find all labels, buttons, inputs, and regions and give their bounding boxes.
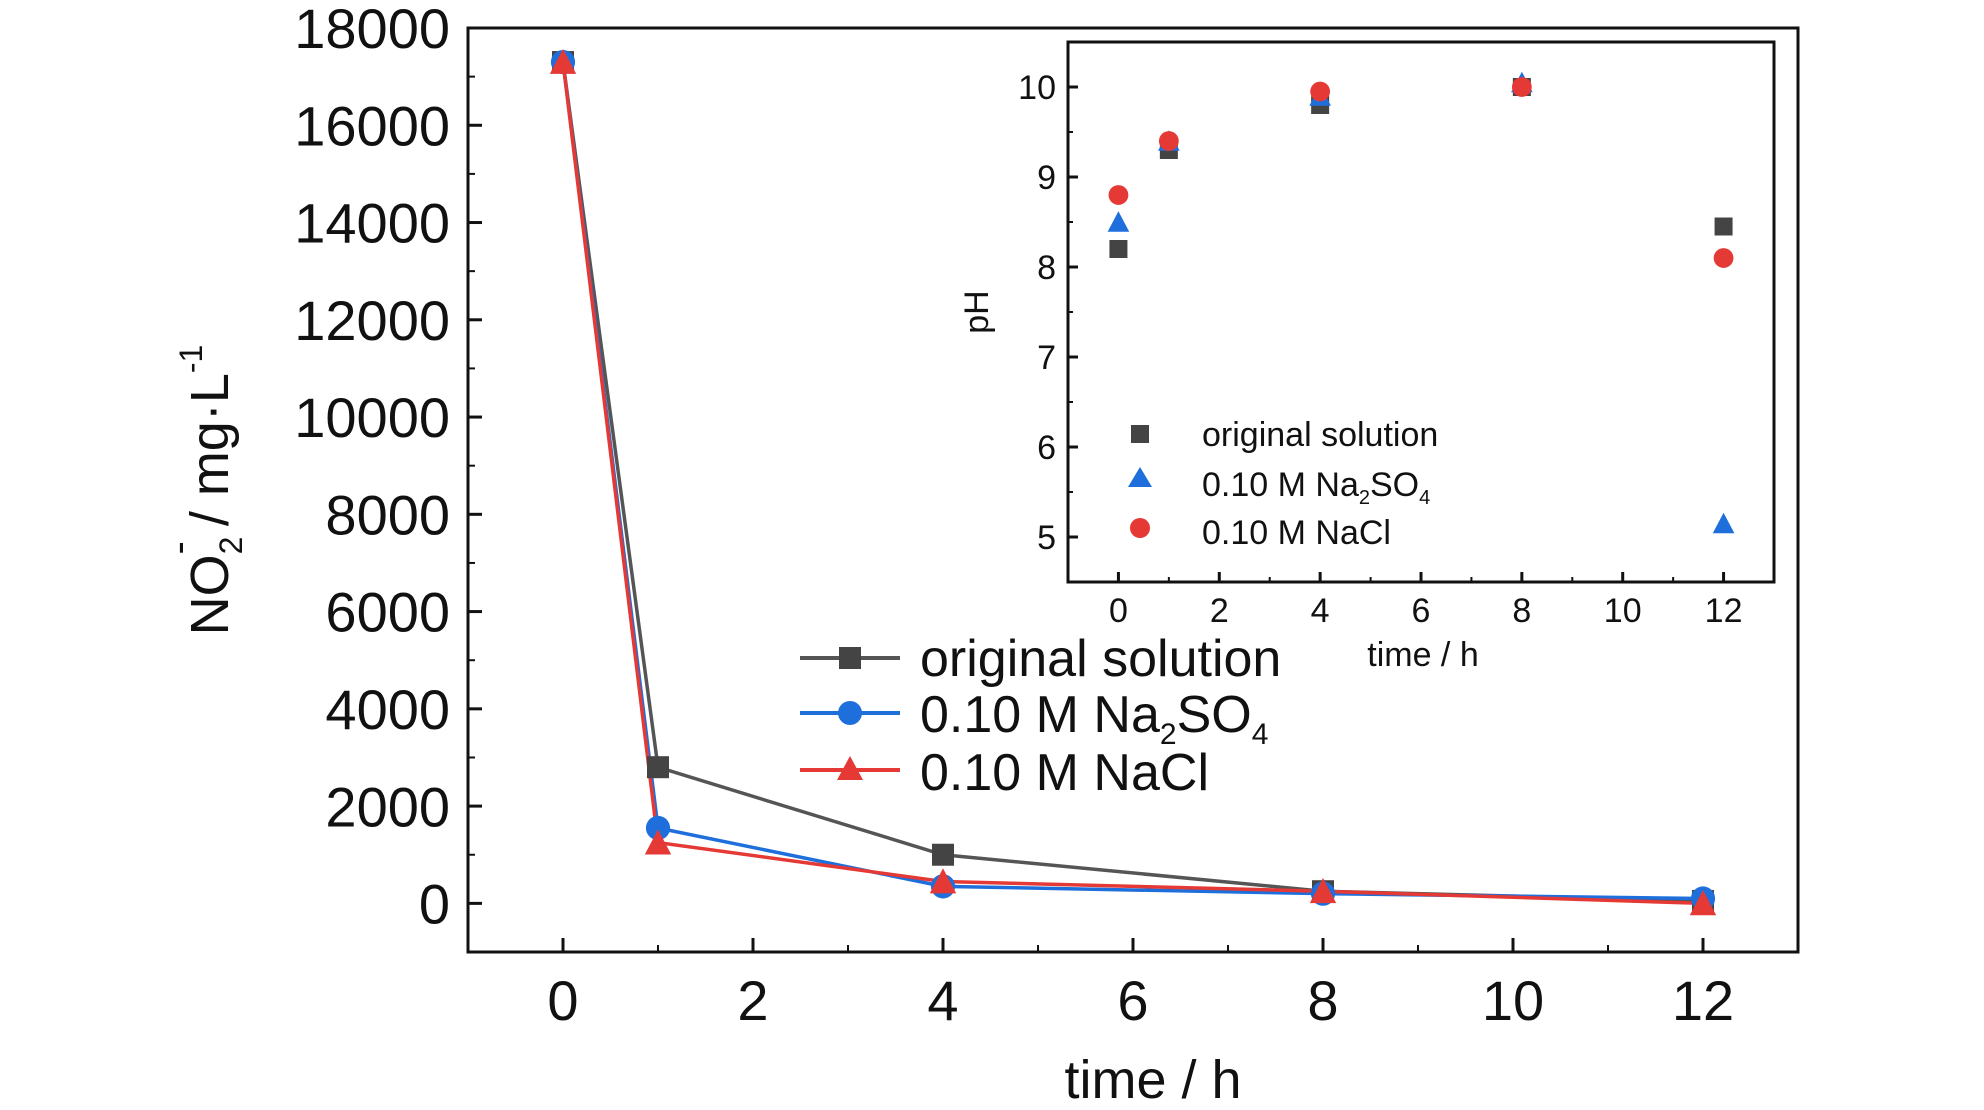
inset-point-original bbox=[1109, 240, 1128, 258]
main-ticks: 0 2 4 6 8 10 12 0 2000 4000 6000 8000 10000 12000 1400… bbox=[294, 0, 1799, 1032]
inset-y-tick-label: 10 bbox=[1018, 69, 1056, 107]
main-legend-marker-triangle bbox=[837, 756, 863, 780]
main-y-tick-label: 6000 bbox=[325, 581, 450, 644]
main-x-tick-label: 10 bbox=[1482, 969, 1544, 1032]
inset-point-na2so4 bbox=[1712, 512, 1735, 534]
inset-legend-marker-circle bbox=[1130, 518, 1150, 538]
inset-x-tick-label: 10 bbox=[1604, 592, 1642, 630]
main-point-original bbox=[647, 756, 669, 779]
inset-legend-label-na2so4: 0.10 M Na2SO4 bbox=[1202, 466, 1430, 509]
main-plot: 0 2 4 6 8 10 12 0 2000 4000 6000 8000 10000 12000 1400… bbox=[157, 0, 1800, 1110]
inset-point-nacl bbox=[1310, 81, 1331, 102]
inset-y-tick-label: 9 bbox=[1037, 159, 1056, 197]
main-x-tick-label: 2 bbox=[737, 969, 768, 1032]
main-legend-item-na2so4: 0.10 M Na2SO4 bbox=[800, 686, 1268, 751]
main-x-tick-label: 6 bbox=[1117, 969, 1148, 1032]
inset-point-nacl bbox=[1158, 131, 1179, 151]
inset-y-tick-label: 7 bbox=[1037, 339, 1056, 377]
inset-markers bbox=[1107, 71, 1735, 534]
inset-x-tick-label: 6 bbox=[1412, 592, 1431, 630]
main-legend: original solution 0.10 M Na2SO4 0.10 M N… bbox=[800, 630, 1281, 802]
inset-x-axis-label: time / h bbox=[1367, 636, 1478, 674]
inset-y-axis-label: pH bbox=[958, 290, 996, 333]
inset-y-tick-label: 6 bbox=[1037, 429, 1056, 467]
main-point-nacl bbox=[1309, 878, 1337, 904]
main-y-tick-label: 2000 bbox=[325, 775, 450, 838]
inset-x-tick-label: 4 bbox=[1311, 592, 1330, 630]
main-point-nacl bbox=[644, 829, 672, 855]
inset-legend-label-original: original solution bbox=[1202, 416, 1438, 454]
main-x-tick-label: 0 bbox=[547, 969, 578, 1032]
main-y-tick-label: 12000 bbox=[294, 289, 450, 352]
main-legend-item-original: original solution bbox=[800, 630, 1281, 688]
inset-point-na2so4 bbox=[1107, 211, 1130, 232]
main-point-nacl bbox=[929, 868, 957, 894]
main-markers bbox=[549, 48, 1717, 916]
inset-legend-label-nacl: 0.10 M NaCl bbox=[1202, 514, 1391, 552]
main-y-tick-label: 10000 bbox=[294, 386, 450, 449]
main-x-axis-label: time / h bbox=[1064, 1050, 1241, 1110]
main-legend-item-nacl: 0.10 M NaCl bbox=[800, 744, 1209, 802]
inset-point-nacl bbox=[1511, 77, 1532, 97]
main-point-nacl bbox=[549, 48, 577, 74]
main-legend-label-original: original solution bbox=[920, 630, 1281, 688]
inset-ticks: 0 2 4 6 8 10 12 5 6 7 8 9 10 bbox=[1018, 69, 1775, 630]
inset-legend-marker-square bbox=[1131, 425, 1149, 443]
main-y-tick-label: 18000 bbox=[294, 0, 450, 60]
inset-y-tick-label: 8 bbox=[1037, 249, 1056, 287]
main-y-tick-label: 4000 bbox=[325, 678, 450, 741]
inset-point-original bbox=[1714, 217, 1733, 236]
main-point-na2so4 bbox=[645, 815, 671, 841]
inset-x-tick-label: 0 bbox=[1109, 592, 1128, 630]
inset-x-tick-label: 2 bbox=[1210, 592, 1229, 630]
inset-x-tick-label: 12 bbox=[1705, 592, 1743, 630]
main-y-tick-label: 8000 bbox=[325, 483, 450, 546]
main-y-tick-label: 16000 bbox=[294, 94, 450, 157]
main-x-tick-label: 4 bbox=[927, 969, 958, 1032]
main-y-tick-label: 0 bbox=[419, 873, 450, 936]
inset-legend-marker-triangle bbox=[1128, 467, 1152, 487]
main-point-nacl bbox=[1689, 890, 1717, 916]
main-x-tick-label: 12 bbox=[1672, 969, 1734, 1032]
inset-point-nacl bbox=[1108, 185, 1129, 205]
inset-plot: 0 2 4 6 8 10 12 5 6 7 8 9 10 time / h pH original so… bbox=[958, 40, 1776, 674]
main-legend-marker-square bbox=[839, 647, 861, 669]
inset-plot-background bbox=[1068, 42, 1774, 582]
main-y-axis-label: NO2- / mg·L-1 bbox=[157, 345, 249, 636]
main-legend-label-na2so4: 0.10 M Na2SO4 bbox=[920, 686, 1268, 751]
main-x-tick-label: 8 bbox=[1307, 969, 1338, 1032]
inset-x-tick-label: 8 bbox=[1512, 592, 1531, 630]
main-legend-label-nacl: 0.10 M NaCl bbox=[920, 744, 1209, 802]
main-legend-marker-circle bbox=[838, 701, 862, 725]
inset-y-tick-label: 5 bbox=[1037, 519, 1056, 557]
inset-legend: original solution 0.10 M Na2SO4 0.10 M N… bbox=[1128, 416, 1438, 552]
inset-point-nacl bbox=[1713, 248, 1734, 268]
main-y-tick-label: 14000 bbox=[294, 192, 450, 255]
main-point-original bbox=[932, 843, 954, 866]
